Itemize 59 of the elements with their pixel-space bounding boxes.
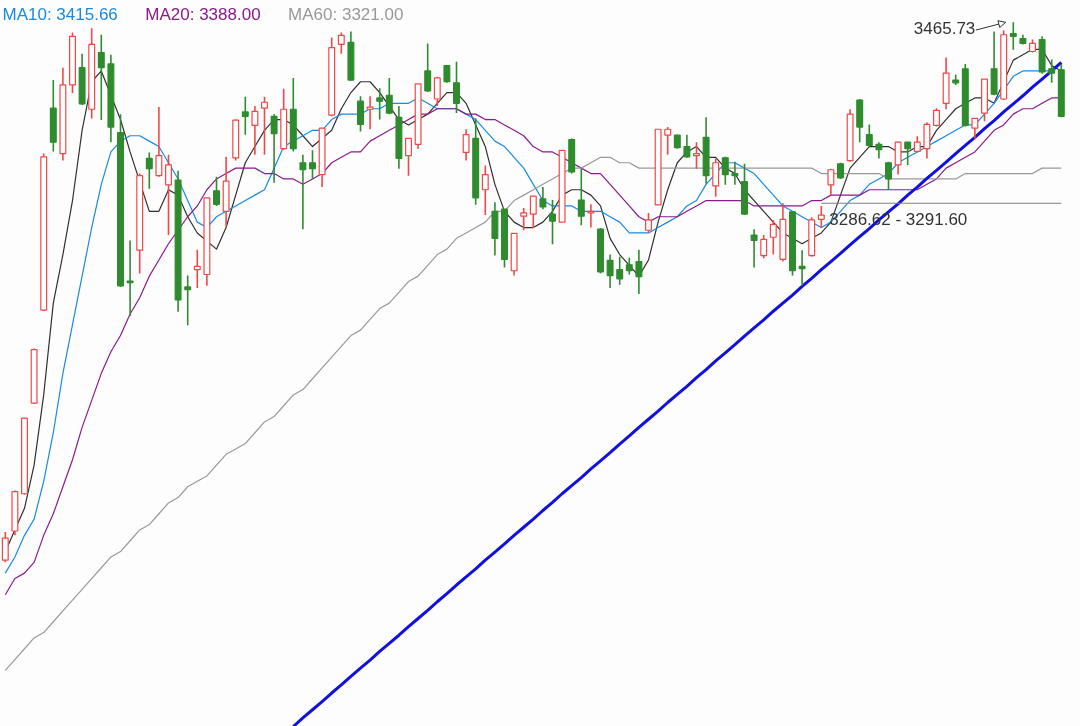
candlestick xyxy=(462,128,470,162)
candlestick xyxy=(529,195,537,229)
candlestick xyxy=(1048,58,1056,84)
text: MA20: 3388.00 xyxy=(145,4,261,24)
candlestick xyxy=(827,167,835,196)
candlestick xyxy=(424,42,432,93)
candlestick xyxy=(760,234,768,260)
text: MA10: 3415.66 xyxy=(2,4,118,24)
candlestick xyxy=(126,239,134,317)
candlestick xyxy=(817,205,825,229)
candlestick xyxy=(261,96,268,156)
candlestick xyxy=(405,137,412,177)
candlestick xyxy=(712,157,720,198)
annotation: 3465.73 xyxy=(913,19,976,39)
candlestick xyxy=(616,255,624,286)
candlestick xyxy=(971,117,979,141)
candlestick xyxy=(750,228,758,269)
candlestick xyxy=(481,164,489,216)
candlestick xyxy=(587,203,595,229)
candlestick xyxy=(549,199,556,246)
candlestick xyxy=(433,76,441,107)
candlestick xyxy=(577,167,585,227)
candlestick xyxy=(539,186,547,210)
candlestick xyxy=(251,105,259,156)
candlestick xyxy=(1009,21,1017,51)
candlestick xyxy=(155,106,163,178)
text: MA60: 3321.00 xyxy=(288,4,404,24)
candlestick xyxy=(894,140,902,176)
candlestick xyxy=(213,175,220,207)
candlestick xyxy=(309,149,316,180)
candlestick xyxy=(798,249,806,287)
candlestick xyxy=(664,126,672,156)
candlestick xyxy=(520,207,528,232)
candlestick xyxy=(337,31,345,55)
candlestick xyxy=(366,95,374,131)
candlestick xyxy=(193,248,201,289)
candlestick xyxy=(97,33,105,121)
candlestick xyxy=(645,212,652,234)
candlestick xyxy=(885,160,892,191)
candlestick xyxy=(721,155,729,186)
candlestick xyxy=(606,253,614,289)
candlestick xyxy=(376,87,384,121)
candlestick xyxy=(1,531,9,564)
candlestick xyxy=(270,113,278,184)
candlestick xyxy=(241,96,249,136)
candlestick xyxy=(693,141,700,170)
candlestick xyxy=(865,123,873,148)
candlestick xyxy=(769,219,777,256)
candlestick xyxy=(731,160,739,186)
candlestick xyxy=(635,248,643,295)
candlestick xyxy=(683,133,691,159)
candlestick xyxy=(385,77,393,115)
candlestick xyxy=(453,60,460,114)
candlestick xyxy=(184,274,192,327)
candlestick xyxy=(357,95,364,133)
candlestick xyxy=(145,151,153,190)
candlestick xyxy=(165,153,172,236)
candlestick xyxy=(933,107,940,128)
candlestick xyxy=(299,153,307,230)
